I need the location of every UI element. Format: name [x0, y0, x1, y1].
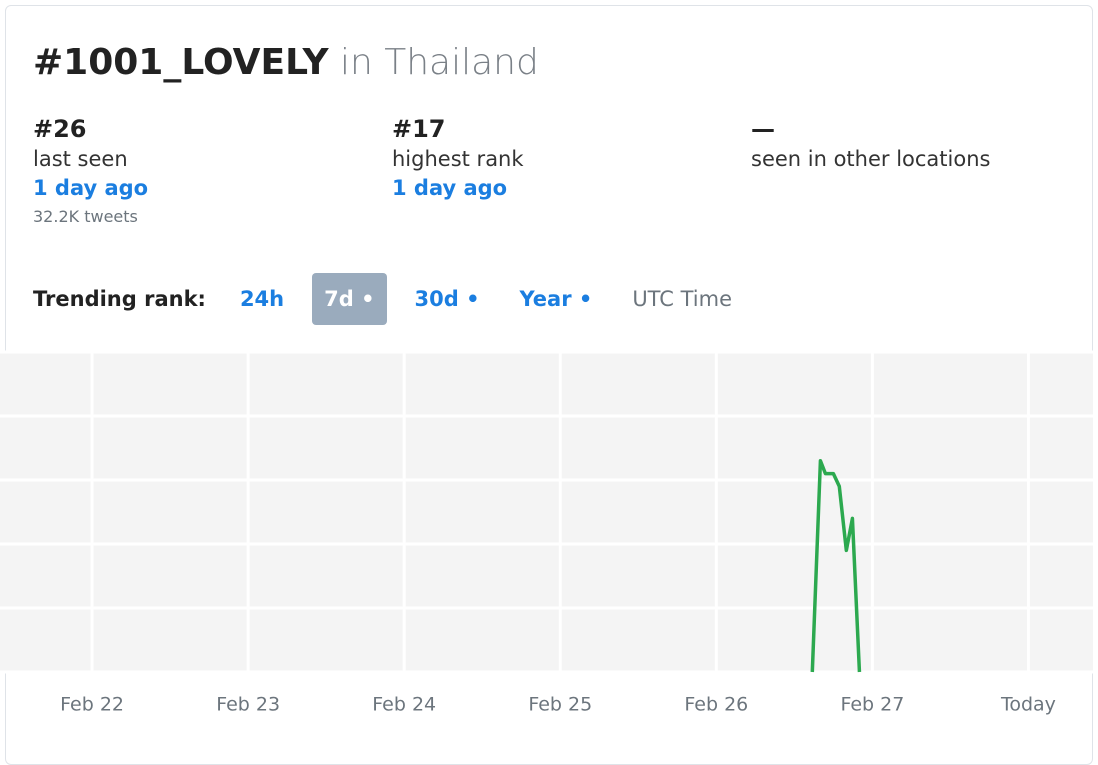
x-tick-label: Today [1000, 694, 1056, 716]
x-tick-label: Feb 25 [528, 694, 592, 716]
tabs: Trending rank: 24h 7d • 30d • Year • UTC… [33, 269, 760, 329]
stat-value: — [751, 115, 775, 143]
stat: — seen in other locations [751, 114, 1091, 174]
tab[interactable]: Year • [519, 287, 593, 311]
stat: #26 last seen 1 day ago 32.2K tweets [33, 114, 373, 232]
location: in Thailand [339, 42, 539, 83]
tab[interactable]: 24h [239, 287, 285, 311]
tab[interactable]: 7d • [312, 273, 387, 325]
stat-note: 32.2K tweets [33, 207, 138, 226]
stat-value: #26 [33, 115, 87, 143]
stat-link[interactable]: 1 day ago [33, 176, 149, 200]
x-tick-label: Feb 27 [840, 694, 904, 716]
tab[interactable]: UTC Time [632, 287, 733, 311]
hashtag: #1001_LOVELY [33, 42, 329, 83]
x-tick-label: Feb 26 [684, 694, 748, 716]
plot-area [0, 352, 1093, 672]
x-tick-label: Feb 22 [60, 694, 124, 716]
stat-label: highest rank [392, 147, 524, 171]
title: #1001_LOVELY in Thailand [33, 42, 539, 83]
stat-value: #17 [392, 115, 446, 143]
stat-label: seen in other locations [751, 147, 991, 171]
x-tick-label: Feb 23 [216, 694, 280, 716]
trend-line [810, 459, 862, 673]
stat: #17 highest rank 1 day ago [392, 114, 732, 202]
tabs-label: Trending rank: [33, 287, 206, 311]
x-tick-label: Feb 24 [372, 694, 436, 716]
stat-link[interactable]: 1 day ago [392, 176, 508, 200]
stat-label: last seen [33, 147, 128, 171]
tab[interactable]: 30d • [414, 287, 480, 311]
